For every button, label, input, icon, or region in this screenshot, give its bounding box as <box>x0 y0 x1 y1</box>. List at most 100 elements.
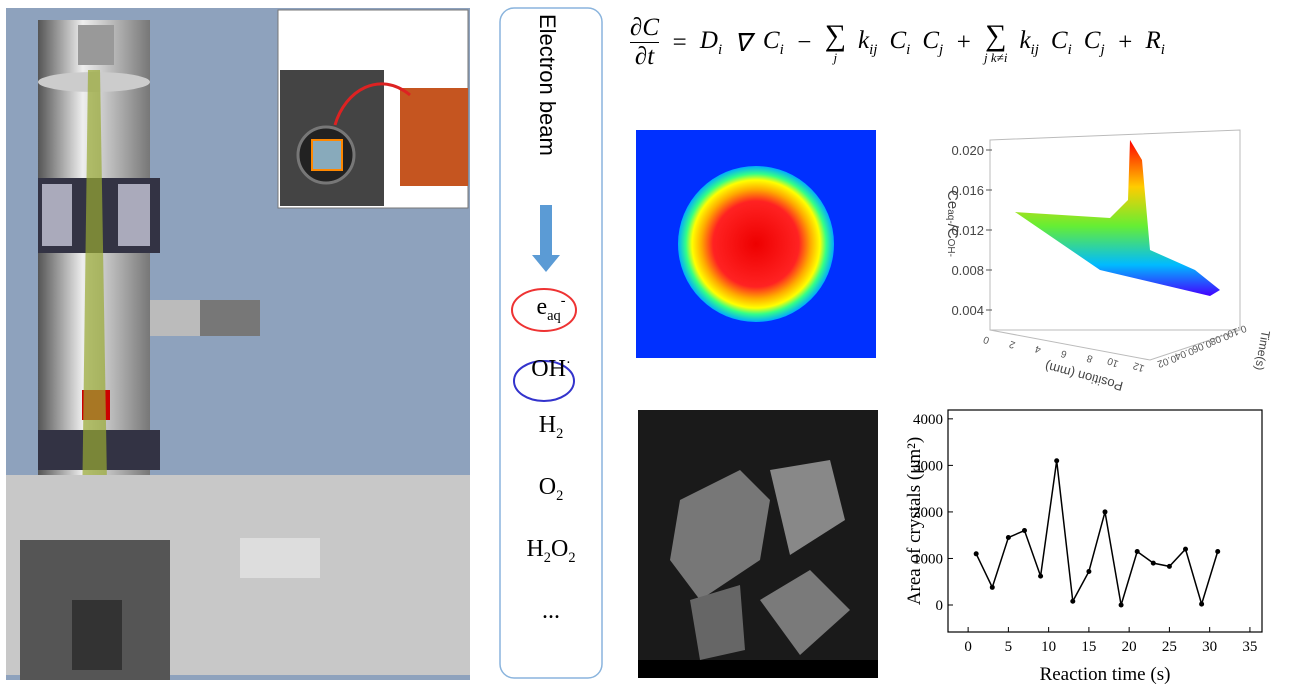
term: Ci <box>763 27 784 59</box>
base: C <box>922 27 939 54</box>
base: C <box>763 27 780 54</box>
term: Ci <box>889 27 910 59</box>
x-tick-label: 20 <box>1122 639 1137 655</box>
base: + <box>955 29 972 56</box>
x-tick-label: 6 <box>1059 347 1068 359</box>
term: Cj <box>1084 27 1105 59</box>
species: eaq- <box>500 270 602 332</box>
base: Ce <box>944 190 961 209</box>
term: − <box>796 29 813 57</box>
sub: ij <box>1031 42 1039 58</box>
point <box>1199 602 1204 607</box>
x-tick-label: 5 <box>1005 639 1013 655</box>
sub: 2 <box>544 550 551 566</box>
species: O2 <box>500 456 602 518</box>
term: + <box>955 29 972 57</box>
sub: i <box>718 42 722 58</box>
point <box>1183 547 1188 552</box>
point <box>1119 603 1124 608</box>
y-axis-label: Area of crystals (μm²) <box>904 437 925 605</box>
y-tick-label: 0 <box>936 598 944 614</box>
term: ∑j k≠i <box>984 21 1007 64</box>
x-tick-label: 4 <box>1033 342 1042 354</box>
term: = <box>671 29 688 57</box>
x-tick-label: 2 <box>1007 338 1016 350</box>
x-tick-label: 12 <box>1131 359 1146 373</box>
sub: 2 <box>556 488 563 504</box>
sum: ∑ <box>825 21 846 51</box>
page: 0.0040.0080.0120.0160.020Ceaq-/COH-02468… <box>0 0 1289 684</box>
y-axis-label: Time(s) <box>1252 329 1273 371</box>
sum: ∑ <box>985 21 1006 51</box>
sup: · <box>566 355 571 371</box>
sub: 2 <box>568 550 575 566</box>
denominator: ∂t <box>635 43 654 71</box>
base: C <box>1084 27 1101 54</box>
sub: aq <box>945 209 956 220</box>
species: H2 <box>500 394 602 456</box>
species: ... <box>500 580 602 642</box>
point <box>1006 535 1011 540</box>
point <box>1135 549 1140 554</box>
base: − <box>796 29 813 56</box>
sub: i <box>906 42 910 58</box>
term: ∑j <box>825 21 846 64</box>
base: H <box>539 412 556 438</box>
x-tick-label: 0 <box>964 639 972 655</box>
point <box>1070 599 1075 604</box>
sub: ij <box>869 42 877 58</box>
base: e <box>536 294 547 320</box>
x-tick-label: 0 <box>982 333 991 345</box>
base: H <box>526 536 543 562</box>
plot-frame <box>948 410 1262 632</box>
x-axis-label: Reaction time (s) <box>1040 664 1171 684</box>
x-tick-label: 15 <box>1081 639 1096 655</box>
base: k <box>1019 27 1030 54</box>
base: O <box>551 536 568 562</box>
base: ... <box>542 598 560 624</box>
sum-index: j k≠i <box>984 51 1007 64</box>
point <box>1038 574 1043 579</box>
point <box>1086 569 1091 574</box>
term: Ci <box>1051 27 1072 59</box>
y-tick-label: 0.06 <box>1190 337 1212 354</box>
y-tick-label: 0.04 <box>1173 345 1195 362</box>
base: C <box>1051 27 1068 54</box>
species: OH· <box>500 332 602 394</box>
y-tick-label: 0.08 <box>1208 330 1230 347</box>
base: O <box>539 474 556 500</box>
beam-label: Electron beam <box>536 14 560 214</box>
base: ∇ <box>734 30 751 57</box>
fraction: ∂C∂t <box>630 14 659 71</box>
base: OH <box>531 356 566 382</box>
sub: aq <box>547 308 561 324</box>
base: = <box>671 29 688 56</box>
term: kij <box>858 27 877 59</box>
arrow <box>532 205 560 272</box>
line <box>976 461 1218 605</box>
sub: 2 <box>556 426 563 442</box>
heatmap <box>636 130 876 358</box>
point <box>1022 528 1027 533</box>
sub2: OH <box>945 239 956 254</box>
point <box>1103 509 1108 514</box>
figure: 0.0040.0080.0120.0160.020Ceaq-/COH-02468… <box>0 0 1289 684</box>
x-tick-label: 30 <box>1202 639 1217 655</box>
sem-image <box>638 410 878 678</box>
z-axis-label: Ceaq-/COH- <box>944 190 961 257</box>
sub: j <box>939 42 943 58</box>
term: kij <box>1019 27 1038 59</box>
z-tick-label: 0.004 <box>951 303 984 318</box>
x-tick-label: 25 <box>1162 639 1177 655</box>
microscope-illustration <box>6 8 470 680</box>
base: k <box>858 27 869 54</box>
point <box>1054 458 1059 463</box>
term: + <box>1117 29 1134 57</box>
sub: i <box>1161 42 1165 58</box>
term: ∇ <box>734 28 751 58</box>
sub: i <box>1068 42 1072 58</box>
z-tick-label: 0.020 <box>951 143 984 158</box>
species: H2O2 <box>500 518 602 580</box>
